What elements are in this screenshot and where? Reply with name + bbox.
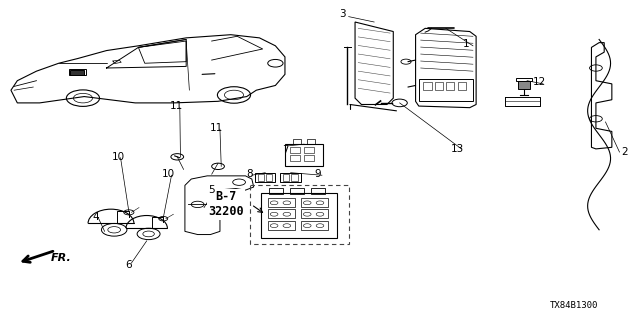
Bar	[301, 221, 328, 230]
Bar	[69, 69, 86, 75]
Text: B-7
32200: B-7 32200	[208, 190, 243, 219]
Bar	[70, 69, 84, 75]
Bar	[292, 140, 301, 144]
Bar	[419, 79, 473, 101]
Bar	[458, 82, 466, 90]
Text: 13: 13	[451, 144, 463, 154]
Bar	[311, 188, 325, 194]
Bar	[435, 82, 443, 90]
Bar	[250, 185, 349, 244]
Text: 3: 3	[339, 9, 346, 19]
Text: 4: 4	[92, 212, 99, 222]
Bar	[266, 174, 272, 180]
Bar	[290, 188, 304, 194]
Text: 9: 9	[315, 169, 321, 179]
Bar	[291, 174, 298, 180]
Bar	[269, 188, 283, 194]
Text: TX84B1300: TX84B1300	[549, 301, 598, 310]
Bar	[268, 210, 294, 218]
Bar	[301, 198, 328, 207]
Bar	[255, 173, 275, 182]
Bar	[304, 147, 314, 153]
Text: 1: 1	[463, 39, 470, 49]
Bar	[257, 174, 264, 180]
Text: 2: 2	[621, 147, 628, 157]
Text: 11: 11	[170, 101, 183, 111]
Bar	[268, 198, 294, 207]
Text: 10: 10	[111, 152, 125, 162]
Bar	[280, 173, 301, 182]
Bar	[283, 174, 289, 180]
Bar	[446, 82, 454, 90]
Text: 12: 12	[533, 77, 547, 87]
Text: 5: 5	[209, 185, 215, 195]
Bar	[268, 221, 294, 230]
Text: 6: 6	[125, 260, 132, 270]
Text: 7: 7	[282, 146, 288, 156]
Text: 8: 8	[246, 169, 253, 179]
Bar	[307, 140, 315, 144]
Bar	[516, 78, 532, 81]
Text: 11: 11	[210, 123, 223, 133]
Bar	[301, 210, 328, 218]
Bar	[290, 147, 300, 153]
Bar	[423, 82, 431, 90]
Bar	[285, 144, 323, 166]
Bar	[518, 81, 531, 89]
Bar	[261, 193, 337, 238]
Bar	[304, 155, 314, 161]
Text: 10: 10	[162, 169, 175, 179]
Text: FR.: FR.	[51, 253, 72, 263]
Bar	[290, 155, 300, 161]
